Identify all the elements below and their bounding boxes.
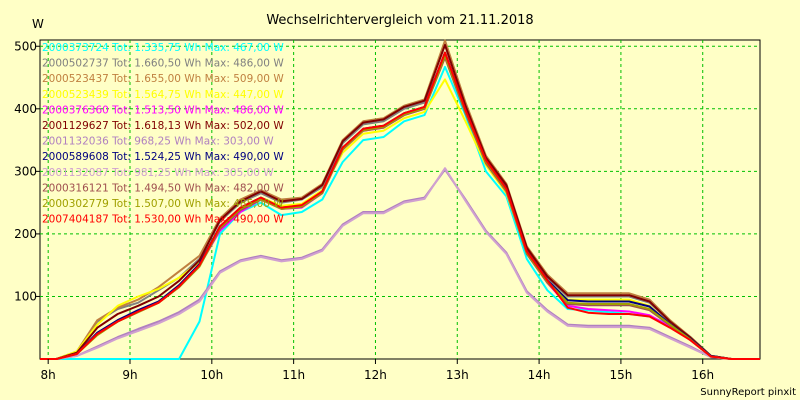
y-axis-unit: W	[32, 17, 44, 31]
legend-entry-2: 2000502737 Tot: 1.660,50 Wh Max: 486,00 …	[42, 58, 284, 70]
x-tick-label: 12h	[364, 368, 387, 382]
legend-entry-11: 2000302779 Tot: 1.507,00 Wh Max: 485,00 …	[42, 198, 284, 210]
legend-entry-8: 2000589608 Tot: 1.524,25 Wh Max: 490,00 …	[42, 151, 284, 163]
legend: 2000373724 Tot: 1.335,75 Wh Max: 467,00 …	[42, 42, 284, 226]
series-line-12	[40, 51, 760, 360]
y-tick-label: 200	[14, 227, 37, 241]
legend-entry-4: 2000523439 Tot: 1.564,75 Wh Max: 447,00 …	[42, 89, 284, 101]
y-tick-label: 400	[14, 102, 37, 116]
x-tick-label: 14h	[528, 368, 551, 382]
axis-ticks: 8h 9h 10h 11h 12h 13h 14h 15h 16h 100 200 300 400 500	[14, 39, 714, 382]
series-line-7	[40, 168, 760, 360]
series-line-9	[40, 167, 760, 360]
x-tick-label: 9h	[122, 368, 137, 382]
series-line-6	[40, 44, 760, 360]
chart-title: Wechselrichtervergleich vom 21.11.2018	[266, 13, 533, 28]
y-tick-label: 300	[14, 164, 37, 178]
series-line-2	[40, 54, 760, 360]
x-tick-label: 8h	[41, 368, 56, 382]
x-tick-label: 16h	[691, 368, 714, 382]
x-tick-label: 11h	[282, 368, 305, 382]
legend-entry-3: 2000523437 Tot: 1.655,00 Wh Max: 509,00 …	[42, 73, 284, 85]
y-tick-label: 500	[14, 39, 37, 53]
series-layer	[40, 39, 760, 360]
legend-entry-1: 2000373724 Tot: 1.335,75 Wh Max: 467,00 …	[42, 42, 284, 54]
legend-entry-6: 2001129627 Tot: 1.618,13 Wh Max: 502,00 …	[42, 120, 284, 132]
legend-entry-7: 2001132036 Tot: 968,25 Wh Max: 303,00 W	[42, 136, 274, 148]
legend-entry-5: 2000376360 Tot: 1.513,50 Wh Max: 486,00 …	[42, 104, 284, 116]
legend-entry-10: 2000316121 Tot: 1.494,50 Wh Max: 482,00 …	[42, 182, 284, 194]
x-tick-label: 13h	[446, 368, 469, 382]
legend-entry-9: 2001132087 Tot: 981,25 Wh Max: 305,00 W	[42, 167, 274, 179]
footer-credit: SunnyReport pinxit	[700, 387, 796, 398]
y-tick-label: 100	[14, 289, 37, 303]
grid	[40, 40, 760, 359]
x-tick-label: 10h	[200, 368, 223, 382]
x-tick-label: 15h	[609, 368, 632, 382]
legend-entry-12: 2007404187 Tot: 1.530,00 Wh Max: 490,00 …	[42, 214, 284, 226]
series-line-4	[40, 78, 760, 360]
